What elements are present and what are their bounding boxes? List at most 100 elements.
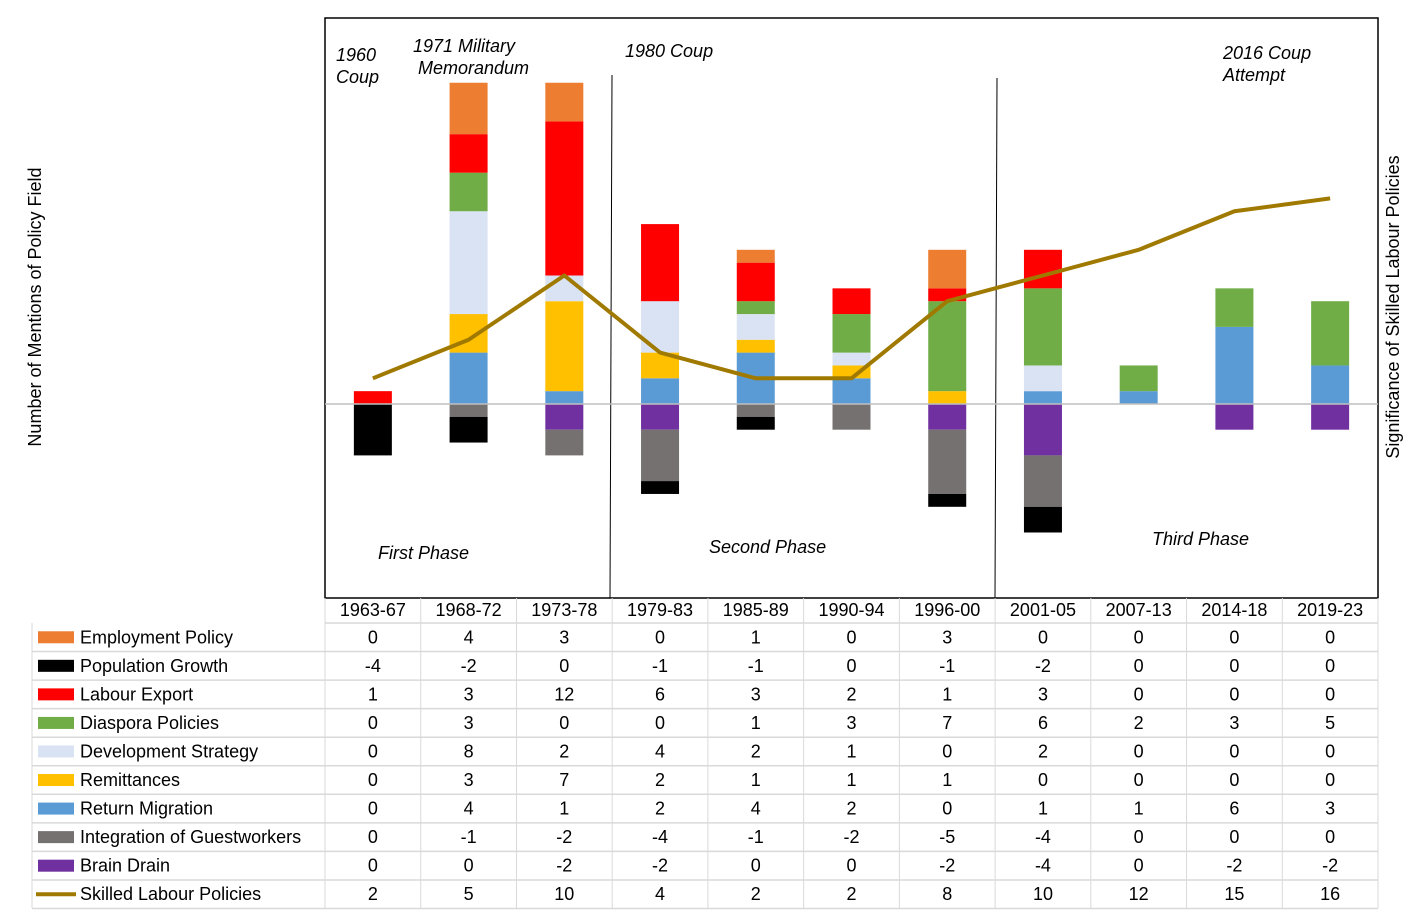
legend-swatch <box>38 803 74 815</box>
bar-segment <box>450 134 488 173</box>
table-cell: -4 <box>1035 856 1051 876</box>
table-cell: 0 <box>368 770 378 790</box>
table-cell: 5 <box>1325 713 1335 733</box>
bar-segment <box>641 404 679 430</box>
table-cell: 10 <box>1033 884 1053 904</box>
bar-segment <box>1311 404 1349 430</box>
table-cell: 0 <box>1229 827 1239 847</box>
bar-segment <box>737 250 775 263</box>
table-cell: -2 <box>939 856 955 876</box>
table-cell: 2 <box>1038 741 1048 761</box>
bar-segment <box>737 417 775 430</box>
table-cell: 1 <box>1134 799 1144 819</box>
bar-segment <box>545 404 583 430</box>
table-cell: -2 <box>1226 856 1242 876</box>
legend-swatch <box>38 717 74 729</box>
table-cell: -1 <box>461 827 477 847</box>
table-cell: 1 <box>368 684 378 704</box>
table-cell: 2 <box>751 884 761 904</box>
table-cell: 3 <box>846 713 856 733</box>
table-cell: -1 <box>939 656 955 676</box>
table-cell: 0 <box>1229 741 1239 761</box>
bar-segment <box>1120 391 1158 404</box>
table-cell: 2 <box>1134 713 1144 733</box>
table-cell: 4 <box>464 799 474 819</box>
table-cell: -1 <box>748 827 764 847</box>
table-cell: 0 <box>846 656 856 676</box>
legend-swatch <box>38 745 74 757</box>
annotation-label: First Phase <box>378 543 469 563</box>
legend-label: Employment Policy <box>80 627 233 647</box>
table-cell: 3 <box>1325 799 1335 819</box>
table-cell: 1 <box>846 741 856 761</box>
bar-segment <box>1120 365 1158 391</box>
phase-divider <box>610 75 612 598</box>
bar-segment <box>928 494 966 507</box>
table-cell: 1 <box>559 799 569 819</box>
bar-segment <box>1024 288 1062 365</box>
legend-label: Remittances <box>80 770 180 790</box>
bar-segment <box>450 353 488 404</box>
annotation-label: 1960 <box>336 45 376 65</box>
category-label: 2001-05 <box>1010 600 1076 620</box>
table-cell: 6 <box>1229 799 1239 819</box>
table-cell: 0 <box>1229 684 1239 704</box>
annotation-label: Third Phase <box>1152 529 1249 549</box>
table-cell: 4 <box>751 799 761 819</box>
table-cell: 0 <box>559 713 569 733</box>
table-cell: 0 <box>1325 770 1335 790</box>
table-cell: 7 <box>559 770 569 790</box>
table-cell: 2 <box>846 799 856 819</box>
table-cell: 0 <box>368 827 378 847</box>
table-cell: 3 <box>1229 713 1239 733</box>
bar-segment <box>450 404 488 417</box>
table-cell: -4 <box>1035 827 1051 847</box>
table-cell: -2 <box>556 856 572 876</box>
legend-label: Population Growth <box>80 656 228 676</box>
bar-segment <box>1024 391 1062 404</box>
legend-swatch <box>38 660 74 672</box>
bar-segment <box>641 378 679 404</box>
bar-segment <box>1024 250 1062 289</box>
annotation-label: 2016 Coup <box>1222 43 1311 63</box>
bar-segment <box>545 83 583 122</box>
table-cell: 6 <box>655 684 665 704</box>
table-cell: 0 <box>1038 770 1048 790</box>
table-cell: 7 <box>942 713 952 733</box>
table-cell: 0 <box>846 627 856 647</box>
table-cell: 0 <box>1229 627 1239 647</box>
bar-segment <box>737 301 775 314</box>
category-label: 2007-13 <box>1106 600 1172 620</box>
y-axis-right-label: Significance of Skilled Labour Policies <box>1383 155 1403 458</box>
category-label: 1979-83 <box>627 600 693 620</box>
bar-segment <box>354 391 392 404</box>
bar-segment <box>641 224 679 301</box>
category-label: 1968-72 <box>436 600 502 620</box>
bar-segment <box>833 378 871 404</box>
table-cell: 0 <box>942 799 952 819</box>
table-cell: 2 <box>655 770 665 790</box>
table-cell: 0 <box>942 741 952 761</box>
table-cell: 0 <box>1134 770 1144 790</box>
table-cell: 3 <box>559 627 569 647</box>
bar-segment <box>1024 365 1062 391</box>
table-cell: -2 <box>652 856 668 876</box>
bar-segment <box>545 391 583 404</box>
bar-segment <box>354 404 392 455</box>
legend-label: Skilled Labour Policies <box>80 884 261 904</box>
table-cell: 2 <box>846 884 856 904</box>
table-cell: 0 <box>1325 741 1335 761</box>
table-cell: 6 <box>1038 713 1048 733</box>
table-cell: -2 <box>1322 856 1338 876</box>
annotation-label: Second Phase <box>709 537 826 557</box>
table-cell: -1 <box>652 656 668 676</box>
table-cell: -5 <box>939 827 955 847</box>
table-cell: 1 <box>751 770 761 790</box>
table-cell: 0 <box>1134 827 1144 847</box>
table-cell: 1 <box>942 684 952 704</box>
legend-swatch <box>38 774 74 786</box>
table-cell: 0 <box>1229 656 1239 676</box>
table-cell: 3 <box>751 684 761 704</box>
legend-swatch <box>38 831 74 843</box>
legend-label: Return Migration <box>80 799 213 819</box>
